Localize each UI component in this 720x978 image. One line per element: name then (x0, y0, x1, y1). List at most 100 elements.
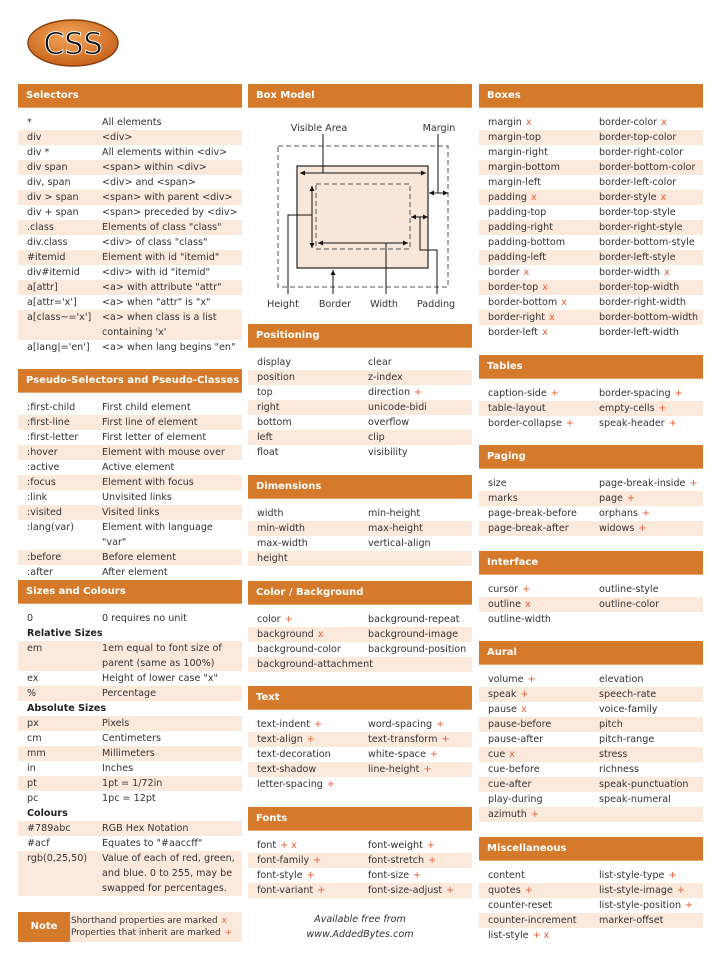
property-description: <div> of class "class" (102, 237, 208, 248)
property-name: word-spacing + (368, 717, 444, 732)
section-header: Paging (479, 445, 703, 469)
property-name: a[attr] (27, 282, 58, 293)
property-text: margin-left (488, 177, 541, 188)
property-name: counter-increment (488, 913, 577, 928)
property-name: speak-header + (599, 416, 677, 431)
property-text: text-transform (368, 734, 438, 745)
property-description: Percentage (102, 688, 156, 699)
property-name: display (257, 355, 291, 370)
table-row: float visibility (248, 445, 472, 460)
property-name: speak-numeral (599, 792, 671, 807)
shorthand-marker: x (317, 629, 324, 640)
property-name: text-align + (257, 732, 315, 747)
property-name: mm (27, 748, 46, 759)
property-name: border-right-style (599, 220, 683, 235)
inherit-marker: + (676, 885, 685, 896)
property-name: pitch (599, 717, 623, 732)
property-name: min-width (257, 521, 305, 536)
property-name: border-collapse + (488, 416, 574, 431)
property-name: page-break-before (488, 506, 577, 521)
table-row: background x background-image (248, 627, 472, 642)
property-name: background x (257, 627, 323, 642)
property-text: unicode-bidi (368, 402, 427, 413)
property-name: background-color (257, 642, 341, 657)
property-name: div + span (27, 207, 79, 218)
footer-link[interactable]: www.AddedBytes.com (306, 929, 414, 940)
property-name: list-style-type + (599, 868, 677, 883)
table-row: div > span <span> with parent <div> (18, 190, 242, 205)
section-header: Boxes (479, 84, 703, 108)
inherit-marker: + (306, 734, 315, 745)
table-row: cue x stress (479, 747, 703, 762)
property-text: height (257, 553, 288, 564)
property-name: content (488, 868, 525, 883)
property-text: border-bottom (488, 297, 558, 308)
property-text: list-style-type (599, 870, 665, 881)
table-row: border-right x border-bottom-width (479, 310, 703, 325)
property-text: border-bottom-width (599, 312, 699, 323)
inherit-marker: + (313, 855, 322, 866)
property-name: border-top-color (599, 130, 676, 145)
table-row: border-collapse + speak-header + (479, 416, 703, 431)
property-text: font-weight (368, 840, 423, 851)
table-row: cue-before richness (479, 762, 703, 777)
property-text: orphans (599, 508, 638, 519)
property-name: :link (27, 492, 48, 503)
property-name: max-height (368, 521, 423, 536)
subheading: Relative Sizes (27, 628, 103, 639)
property-name: div#itemid (27, 267, 80, 278)
label-border: Border (319, 299, 351, 310)
property-text: border-top-color (599, 132, 677, 143)
table-row: margin x border-color x (479, 115, 703, 130)
property-text: display (257, 357, 292, 368)
section-body: 0 0 requires no unit Relative Sizes em 1em e… (18, 611, 242, 896)
inherit-marker: + (441, 734, 450, 745)
shorthand-marker: x (221, 916, 227, 926)
property-text: border-top-width (599, 282, 680, 293)
inherit-marker: + (641, 508, 650, 519)
property-text: page (599, 493, 623, 504)
property-text: left (257, 432, 273, 443)
inherit-marker: + (224, 928, 232, 938)
table-row: color + background-repeat (248, 612, 472, 627)
shorthand-marker: x (530, 192, 537, 203)
property-name: * (27, 117, 32, 128)
table-row: pause-after pitch-range (479, 732, 703, 747)
inherit-shorthand-marker: + x (280, 840, 297, 851)
property-name: padding x (488, 190, 537, 205)
property-name: voice-family (599, 702, 657, 717)
property-description: Before element (102, 552, 176, 563)
inherit-marker: + (313, 719, 323, 730)
property-text: counter-reset (488, 900, 553, 911)
property-name: quotes + (488, 883, 533, 898)
property-description: <span> preceded by <div> (102, 207, 238, 218)
property-description: Active element (102, 462, 175, 473)
property-text: elevation (599, 674, 644, 685)
property-text: white-space (368, 749, 426, 760)
table-row: margin-right border-right-color (479, 145, 703, 160)
property-name: a[lang|='en'] (27, 342, 90, 353)
inherit-marker: + (685, 900, 694, 911)
property-name: pause-before (488, 717, 551, 732)
property-name: max-width (257, 536, 308, 551)
property-name: orphans + (599, 506, 650, 521)
property-description: Elements of class "class" (102, 222, 222, 233)
property-description: Element with mouse over (102, 447, 225, 458)
property-name: pt (27, 778, 37, 789)
table-row: marks page + (479, 491, 703, 506)
property-text: speech-rate (599, 689, 657, 700)
inherit-marker: + (527, 674, 536, 685)
table-row: :focus Element with focus (18, 475, 242, 490)
property-name: margin-left (488, 175, 541, 190)
table-row: pt 1pt = 1/72in (18, 776, 242, 791)
section-aural: Aural volume + elevation speak + speech-rate pa… (479, 641, 703, 822)
footer-line-1: Available free from (314, 914, 406, 925)
table-row: div.class <div> of class "class" (18, 235, 242, 250)
shorthand-marker: x (520, 704, 527, 715)
section-header: Tables (479, 355, 703, 379)
shorthand-marker: x (509, 749, 515, 760)
property-name: speech-rate (599, 687, 656, 702)
note-line-2: Properties that inherit are marked (71, 928, 221, 938)
property-text: outline-style (599, 584, 659, 595)
property-description: Element with id "itemid" (102, 252, 220, 263)
